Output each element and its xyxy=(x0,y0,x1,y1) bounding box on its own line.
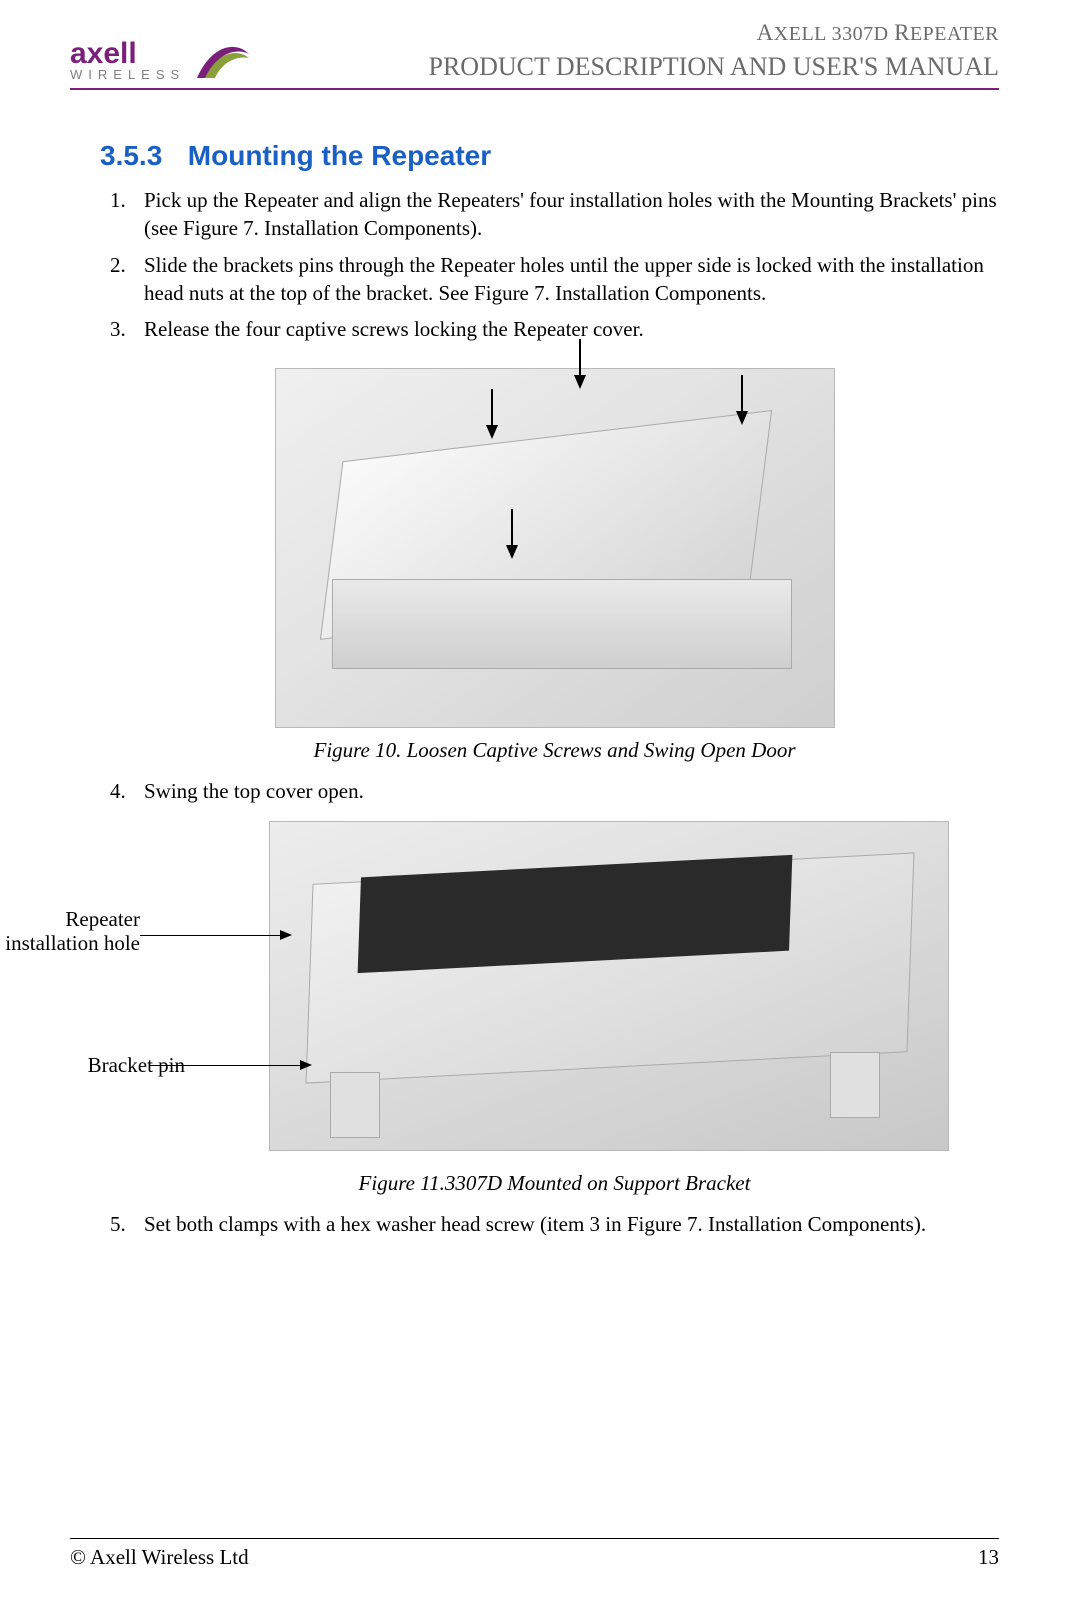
device2-leg-shape xyxy=(830,1052,880,1118)
figure-10 xyxy=(275,368,835,728)
header-right: AXELL 3307D REPEATER PRODUCT DESCRIPTION… xyxy=(428,20,999,82)
step-item: 4.Swing the top cover open. xyxy=(110,777,999,805)
steps-list-c: 5.Set both clamps with a hex washer head… xyxy=(110,1210,999,1238)
step-text: Swing the top cover open. xyxy=(144,777,999,805)
callout-leader-line xyxy=(150,1065,300,1066)
steps-list-a: 1.Pick up the Repeater and align the Rep… xyxy=(110,186,999,344)
steps-list-b: 4.Swing the top cover open. xyxy=(110,777,999,805)
step-number: 2. xyxy=(110,251,144,308)
figure-11 xyxy=(269,821,949,1151)
step-item: 3.Release the four captive screws lockin… xyxy=(110,315,999,343)
device-base-shape xyxy=(332,579,792,669)
figure-10-caption: Figure 10. Loosen Captive Screws and Swi… xyxy=(110,738,999,763)
arrowhead-icon xyxy=(300,1060,312,1070)
logo-brand-top: axell xyxy=(70,40,185,67)
content: 3.5.3 Mounting the Repeater 1.Pick up th… xyxy=(70,140,999,1538)
callout-leader-line xyxy=(140,935,280,936)
logo: axell WIRELESS xyxy=(70,38,253,82)
logo-swirl-icon xyxy=(193,38,253,82)
footer-copyright: © Axell Wireless Ltd xyxy=(70,1545,249,1570)
step-number: 1. xyxy=(110,186,144,243)
step-item: 1.Pick up the Repeater and align the Rep… xyxy=(110,186,999,243)
section-heading: 3.5.3 Mounting the Repeater xyxy=(100,140,999,172)
step-number: 4. xyxy=(110,777,144,805)
figure-11-wrap: Repeaterinstallation holeBracket pin xyxy=(110,821,999,1161)
header-product-line: AXELL 3307D REPEATER xyxy=(428,20,999,46)
device2-leg-shape xyxy=(330,1072,380,1138)
step-text: Set both clamps with a hex washer head s… xyxy=(144,1210,999,1238)
step-item: 5.Set both clamps with a hex washer head… xyxy=(110,1210,999,1238)
header-manual-line: PRODUCT DESCRIPTION AND USER'S MANUAL xyxy=(428,52,999,82)
callout-label: Repeaterinstallation hole xyxy=(0,907,140,955)
logo-text: axell WIRELESS xyxy=(70,40,185,81)
page-header: axell WIRELESS AXELL 3307D REPEATER PROD… xyxy=(70,20,999,90)
step-number: 3. xyxy=(110,315,144,343)
down-arrow-icon xyxy=(486,425,498,439)
down-arrow-icon xyxy=(506,545,518,559)
step-item: 2.Slide the brackets pins through the Re… xyxy=(110,251,999,308)
step-text: Slide the brackets pins through the Repe… xyxy=(144,251,999,308)
section-title: Mounting the Repeater xyxy=(188,140,491,171)
step-text: Release the four captive screws locking … xyxy=(144,315,999,343)
down-arrow-icon xyxy=(574,375,586,389)
arrowhead-icon xyxy=(280,930,292,940)
figure-11-caption: Figure 11.3307D Mounted on Support Brack… xyxy=(110,1171,999,1196)
step-text: Pick up the Repeater and align the Repea… xyxy=(144,186,999,243)
section-number: 3.5.3 xyxy=(100,140,180,172)
page: axell WIRELESS AXELL 3307D REPEATER PROD… xyxy=(0,0,1069,1600)
step-number: 5. xyxy=(110,1210,144,1238)
logo-brand-bottom: WIRELESS xyxy=(70,69,185,81)
footer-page-number: 13 xyxy=(978,1545,999,1570)
down-arrow-icon xyxy=(736,411,748,425)
page-footer: © Axell Wireless Ltd 13 xyxy=(70,1538,999,1570)
